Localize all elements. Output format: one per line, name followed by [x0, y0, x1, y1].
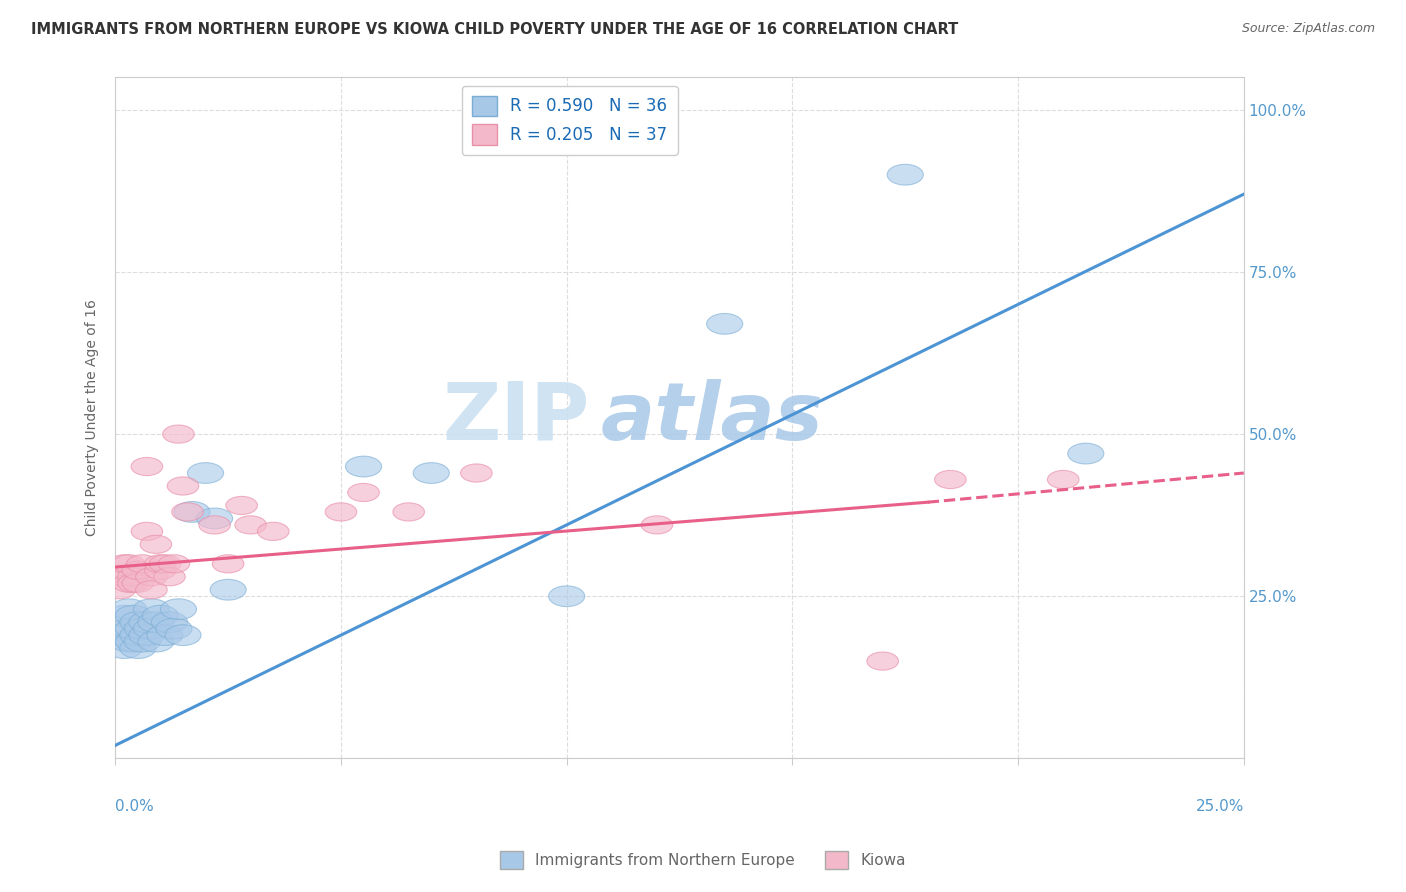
- Ellipse shape: [1067, 443, 1104, 464]
- Ellipse shape: [167, 477, 198, 495]
- Ellipse shape: [104, 581, 135, 599]
- Ellipse shape: [120, 612, 156, 632]
- Ellipse shape: [145, 555, 176, 573]
- Ellipse shape: [138, 632, 174, 652]
- Ellipse shape: [118, 574, 149, 592]
- Ellipse shape: [138, 612, 174, 632]
- Ellipse shape: [197, 508, 232, 529]
- Ellipse shape: [112, 555, 145, 573]
- Ellipse shape: [111, 599, 146, 620]
- Ellipse shape: [111, 632, 146, 652]
- Ellipse shape: [187, 463, 224, 483]
- Ellipse shape: [165, 624, 201, 646]
- Ellipse shape: [887, 164, 924, 185]
- Ellipse shape: [108, 567, 141, 586]
- Ellipse shape: [935, 470, 966, 489]
- Ellipse shape: [127, 555, 157, 573]
- Ellipse shape: [413, 463, 450, 483]
- Ellipse shape: [346, 456, 381, 477]
- Text: Source: ZipAtlas.com: Source: ZipAtlas.com: [1241, 22, 1375, 36]
- Ellipse shape: [209, 580, 246, 600]
- Ellipse shape: [548, 586, 585, 607]
- Ellipse shape: [257, 523, 290, 541]
- Ellipse shape: [112, 574, 145, 592]
- Ellipse shape: [212, 555, 243, 573]
- Ellipse shape: [325, 503, 357, 521]
- Ellipse shape: [120, 638, 156, 658]
- Ellipse shape: [198, 516, 231, 534]
- Ellipse shape: [115, 606, 152, 626]
- Ellipse shape: [146, 624, 183, 646]
- Ellipse shape: [135, 567, 167, 586]
- Ellipse shape: [134, 618, 170, 639]
- Ellipse shape: [141, 535, 172, 553]
- Ellipse shape: [156, 618, 193, 639]
- Ellipse shape: [163, 425, 194, 443]
- Ellipse shape: [172, 503, 204, 521]
- Ellipse shape: [122, 574, 153, 592]
- Ellipse shape: [157, 555, 190, 573]
- Ellipse shape: [120, 624, 156, 646]
- Ellipse shape: [142, 606, 179, 626]
- Ellipse shape: [145, 561, 176, 580]
- Text: atlas: atlas: [600, 379, 824, 457]
- Ellipse shape: [111, 618, 146, 639]
- Ellipse shape: [124, 618, 160, 639]
- Ellipse shape: [124, 632, 160, 652]
- Ellipse shape: [149, 555, 181, 573]
- Ellipse shape: [107, 606, 142, 626]
- Ellipse shape: [122, 561, 153, 580]
- Ellipse shape: [235, 516, 267, 534]
- Y-axis label: Child Poverty Under the Age of 16: Child Poverty Under the Age of 16: [86, 300, 100, 536]
- Ellipse shape: [135, 581, 167, 599]
- Text: IMMIGRANTS FROM NORTHERN EUROPE VS KIOWA CHILD POVERTY UNDER THE AGE OF 16 CORRE: IMMIGRANTS FROM NORTHERN EUROPE VS KIOWA…: [31, 22, 957, 37]
- Ellipse shape: [1047, 470, 1078, 489]
- Ellipse shape: [226, 496, 257, 515]
- Ellipse shape: [118, 567, 149, 586]
- Ellipse shape: [868, 652, 898, 670]
- Ellipse shape: [707, 313, 742, 334]
- Ellipse shape: [347, 483, 380, 501]
- Ellipse shape: [152, 612, 187, 632]
- Ellipse shape: [131, 458, 163, 475]
- Ellipse shape: [129, 624, 165, 646]
- Ellipse shape: [160, 599, 197, 620]
- Text: 25.0%: 25.0%: [1195, 799, 1244, 814]
- Text: 0.0%: 0.0%: [115, 799, 155, 814]
- Legend: Immigrants from Northern Europe, Kiowa: Immigrants from Northern Europe, Kiowa: [494, 845, 912, 875]
- Ellipse shape: [174, 501, 209, 523]
- Ellipse shape: [134, 599, 170, 620]
- Ellipse shape: [131, 523, 163, 541]
- Legend: R = 0.590   N = 36, R = 0.205   N = 37: R = 0.590 N = 36, R = 0.205 N = 37: [463, 86, 678, 155]
- Ellipse shape: [461, 464, 492, 482]
- Ellipse shape: [392, 503, 425, 521]
- Ellipse shape: [107, 638, 142, 658]
- Ellipse shape: [115, 618, 152, 639]
- Ellipse shape: [129, 612, 165, 632]
- Ellipse shape: [153, 567, 186, 586]
- Ellipse shape: [108, 555, 141, 573]
- Ellipse shape: [104, 567, 135, 586]
- Ellipse shape: [115, 632, 152, 652]
- Ellipse shape: [101, 624, 138, 646]
- Text: ZIP: ZIP: [441, 379, 589, 457]
- Ellipse shape: [641, 516, 672, 534]
